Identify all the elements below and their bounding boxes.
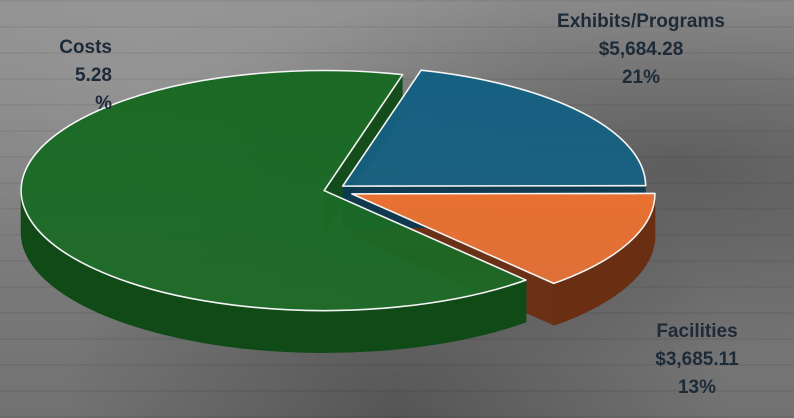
slice-percent-facilities: 13% <box>677 377 717 398</box>
slice-value-costs: 5.28 <box>75 65 112 86</box>
slice-percent-exhibits-programs: 21% <box>621 67 661 88</box>
slice-label-exhibits-programs: Exhibits/Programs $5,684.28 21% <box>505 8 777 92</box>
slice-costs <box>20 69 527 312</box>
slice-label-facilities: Facilities $3,685.11 13% <box>612 318 782 402</box>
slice-name-exhibits-programs: Exhibits/Programs <box>557 11 725 32</box>
slice-value-exhibits-programs: $5,684.28 <box>598 39 684 60</box>
slice-percent-costs: % <box>95 93 112 114</box>
slice-exhibits-programs <box>341 69 647 187</box>
slice-name-facilities: Facilities <box>656 321 738 342</box>
slice-label-costs: Costs 5.28 % <box>0 34 112 118</box>
pie-tops <box>20 69 656 312</box>
slice-facilities <box>351 192 656 285</box>
slice-value-facilities: $3,685.11 <box>655 349 739 370</box>
slice-name-costs: Costs <box>59 37 112 58</box>
